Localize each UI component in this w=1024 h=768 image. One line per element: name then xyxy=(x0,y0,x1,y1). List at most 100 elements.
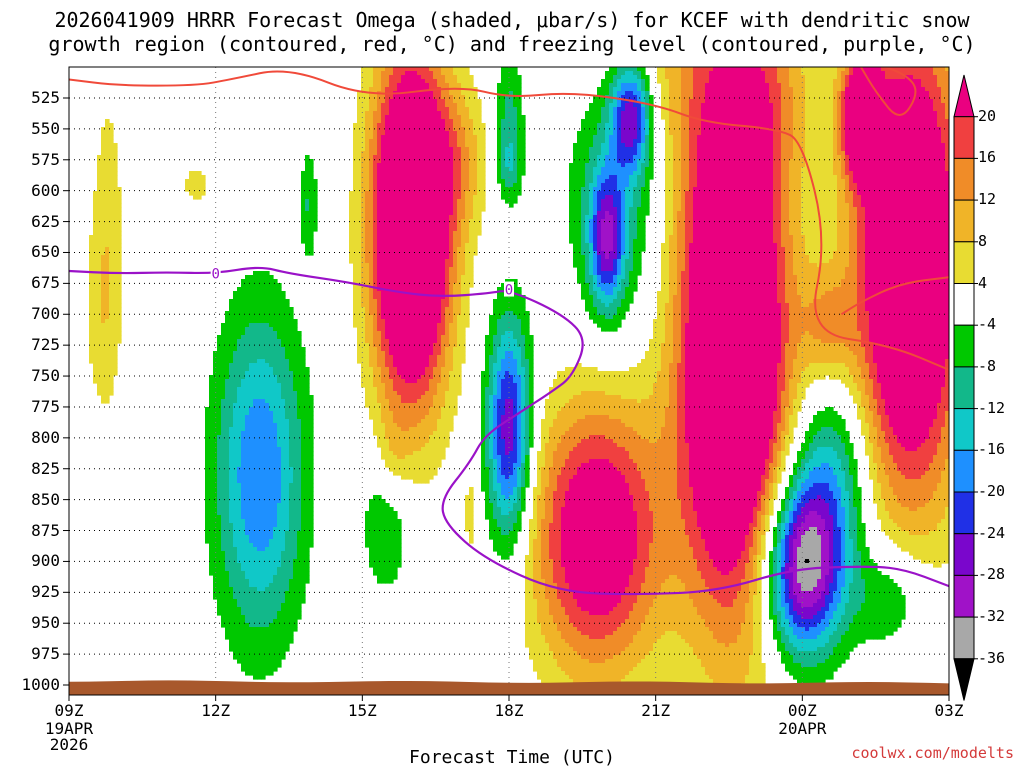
omega-cell xyxy=(257,547,262,552)
omega-cell xyxy=(269,651,274,656)
omega-cell xyxy=(101,155,106,160)
omega-cell xyxy=(249,355,254,360)
omega-cell xyxy=(269,347,274,352)
omega-cell xyxy=(225,447,230,452)
omega-cell xyxy=(213,511,218,516)
omega-cell xyxy=(237,299,242,304)
omega-cell xyxy=(229,491,234,496)
omega-cell xyxy=(229,431,234,436)
omega-cell xyxy=(241,463,246,468)
omega-cell xyxy=(233,475,238,480)
omega-cell xyxy=(109,191,114,196)
omega-cell xyxy=(193,195,198,200)
omega-cell xyxy=(269,471,274,476)
omega-cell xyxy=(273,623,278,628)
omega-cell xyxy=(213,523,218,528)
omega-cell xyxy=(253,435,258,440)
omega-cell xyxy=(309,459,314,464)
omega-cell xyxy=(273,455,278,460)
omega-cell xyxy=(233,527,238,532)
omega-cell xyxy=(353,227,358,232)
omega-cell xyxy=(285,415,290,420)
omega-cell xyxy=(93,331,98,336)
omega-cell xyxy=(361,75,366,80)
omega-cell xyxy=(309,231,314,236)
omega-cell xyxy=(249,519,254,524)
omega-cell xyxy=(277,515,282,520)
omega-cell xyxy=(305,415,310,420)
omega-cell xyxy=(213,431,218,436)
omega-cell xyxy=(245,315,250,320)
omega-cell xyxy=(285,367,290,372)
omega-cell xyxy=(285,311,290,316)
omega-cell xyxy=(273,427,278,432)
omega-cell xyxy=(249,579,254,584)
omega-cell xyxy=(297,463,302,468)
omega-cell xyxy=(277,295,282,300)
omega-cell xyxy=(277,487,282,492)
omega-cell xyxy=(305,379,310,384)
omega-cell xyxy=(305,391,310,396)
omega-cell xyxy=(237,347,242,352)
omega-cell xyxy=(273,371,278,376)
omega-cell xyxy=(349,203,354,208)
omega-cell xyxy=(281,419,286,424)
omega-cell xyxy=(245,391,250,396)
omega-cell xyxy=(297,523,302,528)
omega-cell xyxy=(229,363,234,368)
omega-cell xyxy=(225,427,230,432)
omega-cell xyxy=(273,391,278,396)
omega-cell xyxy=(349,255,354,260)
omega-cell xyxy=(253,279,258,284)
omega-cell xyxy=(209,455,214,460)
omega-cell xyxy=(97,251,102,256)
omega-cell xyxy=(269,443,274,448)
omega-cell xyxy=(233,439,238,444)
omega-cell xyxy=(277,307,282,312)
omega-cell xyxy=(293,603,298,608)
omega-cell xyxy=(249,659,254,664)
omega-cell xyxy=(269,411,274,416)
omega-cell xyxy=(245,563,250,568)
omega-cell xyxy=(109,275,114,280)
omega-cell xyxy=(93,263,98,268)
omega-cell xyxy=(117,339,122,344)
omega-cell xyxy=(273,619,278,624)
omega-cell xyxy=(97,287,102,292)
omega-cell xyxy=(209,383,214,388)
omega-cell xyxy=(309,395,314,400)
omega-cell xyxy=(305,159,310,164)
omega-cell xyxy=(249,463,254,468)
omega-cell xyxy=(257,583,262,588)
omega-cell xyxy=(277,311,282,316)
omega-cell xyxy=(249,635,254,640)
omega-cell xyxy=(269,275,274,280)
omega-cell xyxy=(265,451,270,456)
omega-cell xyxy=(281,503,286,508)
omega-cell xyxy=(277,471,282,476)
omega-cell xyxy=(253,515,258,520)
omega-cell xyxy=(109,263,114,268)
omega-cell xyxy=(281,487,286,492)
omega-cell xyxy=(357,235,362,240)
omega-cell xyxy=(193,179,198,184)
omega-cell xyxy=(277,379,282,384)
omega-cell xyxy=(265,387,270,392)
omega-cell xyxy=(305,187,310,192)
omega-cell xyxy=(293,459,298,464)
omega-cell xyxy=(101,167,106,172)
omega-cell xyxy=(265,579,270,584)
omega-cell xyxy=(289,563,294,568)
omega-cell xyxy=(245,383,250,388)
omega-cell xyxy=(249,583,254,588)
omega-cell xyxy=(301,475,306,480)
omega-cell xyxy=(273,487,278,492)
omega-cell xyxy=(237,575,242,580)
omega-cell xyxy=(261,383,266,388)
omega-cell xyxy=(293,367,298,372)
omega-cell xyxy=(237,411,242,416)
omega-cell xyxy=(269,319,274,324)
omega-cell xyxy=(265,611,270,616)
omega-cell xyxy=(253,471,258,476)
omega-cell xyxy=(225,599,230,604)
